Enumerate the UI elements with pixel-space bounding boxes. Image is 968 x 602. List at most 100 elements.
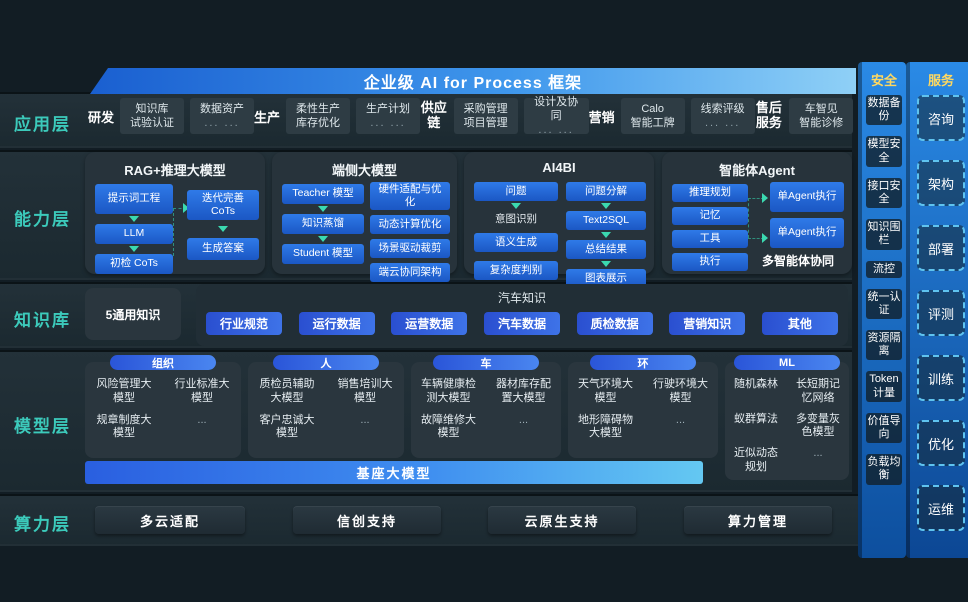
model-group-pill: 车 bbox=[433, 355, 539, 370]
knowledge-domain-panel: 汽车知识 行业规范 运行数据 运营数据 汽车数据 质检数据 营销知识 其他 bbox=[196, 284, 848, 346]
security-column: 安全 数据备份 模型安全 接口安全 知识围栏 流控 统一认证 资源隔离 Toke… bbox=[858, 62, 906, 558]
model-item: 质检员辅助大模型 bbox=[259, 378, 315, 404]
app-group-marketing: 营销 Calo 智能工牌 线索评级 ... ... bbox=[589, 98, 755, 134]
ai4bi-decompose: 问题分解 bbox=[566, 182, 646, 201]
knowledge-general-box: 5通用知识 bbox=[85, 288, 181, 340]
agent-single-exec-2: 单Agent执行 bbox=[770, 218, 844, 248]
model-item: 地形障碍物大模型 bbox=[578, 413, 633, 440]
ai4bi-semantic: 语义生成 bbox=[474, 233, 558, 252]
capability-box-edge: 端侧大模型 Teacher 模型 知识蒸馏 Student 模型 硬件适配与优化… bbox=[272, 152, 457, 282]
model-item: 规章制度大模型 bbox=[96, 413, 152, 440]
base-model-bar: 基座大模型 bbox=[85, 461, 703, 484]
connector-line bbox=[173, 208, 187, 209]
rag-step-llm: LLM bbox=[95, 224, 173, 244]
model-group-vehicle: 车 车辆健康检测大模型 器材库存配置大模型 故障维修大模型 ... bbox=[411, 355, 561, 458]
app-group-label: 供应链 bbox=[420, 100, 447, 130]
security-item: 负载均衡 bbox=[866, 454, 902, 485]
arrow-down-icon bbox=[129, 246, 139, 252]
layer-label-knowledge: 知识库 bbox=[14, 311, 71, 330]
agent-single-exec-1: 单Agent执行 bbox=[770, 182, 844, 212]
compute-multicloud: 多云适配 bbox=[95, 506, 245, 534]
layer-label-compute: 算力层 bbox=[14, 515, 71, 534]
capability-box-rag: RAG+推理大模型 提示词工程 LLM 初检 CoTs 迭代完善CoTs 生成答… bbox=[85, 152, 265, 274]
model-group-pill: 组织 bbox=[110, 355, 216, 370]
service-item: 训练 bbox=[917, 355, 965, 401]
framework-banner: 企业级 AI for Process 框架 bbox=[90, 68, 856, 94]
ai4bi-text2sql: Text2SQL bbox=[566, 211, 646, 230]
app-chip: 车智见 智能诊修 bbox=[789, 98, 854, 134]
compute-cloudnative: 云原生支持 bbox=[488, 506, 636, 534]
knowledge-chip: 运行数据 bbox=[298, 312, 375, 335]
model-item: 故障维修大模型 bbox=[421, 413, 476, 440]
model-item: 近似动态规划 bbox=[734, 447, 778, 473]
app-chip-line: 智能诊修 bbox=[799, 117, 844, 129]
connector-line bbox=[748, 198, 764, 199]
arrow-down-icon bbox=[601, 203, 611, 209]
app-group-label: 研发 bbox=[88, 109, 115, 125]
services-column: 服务 咨询 架构 部署 评测 训练 优化 运维 bbox=[906, 62, 968, 558]
knowledge-chip: 营销知识 bbox=[669, 312, 746, 335]
edge-distillation: 知识蒸馏 bbox=[282, 214, 364, 234]
capability-box-title: 智能体Agent bbox=[719, 163, 795, 178]
app-chip-line: ... ... bbox=[538, 124, 574, 137]
arrow-down-icon bbox=[601, 261, 611, 267]
app-chip-line: 项目管理 bbox=[463, 117, 508, 129]
edge-hw-optimization: 硬件适配与优化 bbox=[370, 182, 450, 210]
app-group-label: 营销 bbox=[588, 109, 615, 125]
model-item: 随机森林 bbox=[734, 378, 778, 390]
security-item: 统一认证 bbox=[866, 288, 902, 320]
app-chip: 设计及协同 ... ... bbox=[523, 95, 589, 137]
app-chip-line: 设计及协同 bbox=[534, 95, 579, 122]
agent-tools: 工具 bbox=[672, 230, 748, 248]
model-item: 行业标准大模型 bbox=[174, 378, 230, 404]
security-item: 价值导向 bbox=[866, 412, 902, 444]
app-chip: 采购管理 项目管理 bbox=[453, 98, 518, 134]
app-chip-line: 采购管理 bbox=[463, 102, 508, 115]
model-group-people: 人 质检员辅助大模型 销售培训大模型 客户忠诚大模型 ... bbox=[248, 355, 404, 458]
connector-line bbox=[748, 238, 764, 239]
app-chip: 柔性生产 库存优化 bbox=[286, 98, 351, 134]
app-chip-line: 库存优化 bbox=[296, 117, 341, 129]
app-chip-line: 线索评级 bbox=[700, 102, 745, 115]
arrow-down-icon bbox=[511, 203, 521, 209]
app-chip-line: 生产计划 bbox=[366, 102, 411, 115]
edge-scenario-pruning: 场景驱动裁剪 bbox=[370, 239, 450, 258]
security-item: 流控 bbox=[866, 260, 902, 278]
rag-step-prompt: 提示词工程 bbox=[95, 184, 173, 214]
knowledge-chip: 行业规范 bbox=[206, 312, 282, 335]
arrow-right-icon bbox=[762, 233, 768, 243]
app-chip-line: 柔性生产 bbox=[296, 102, 341, 115]
edge-cloud-collab: 端云协同架构 bbox=[370, 263, 450, 282]
arrow-down-icon bbox=[318, 236, 328, 242]
app-chip-line: ... ... bbox=[704, 117, 741, 129]
edge-teacher-model: Teacher 模型 bbox=[282, 184, 364, 204]
model-group-environment: 环 天气环境大模型 行驶环境大模型 地形障碍物大模型 ... bbox=[568, 355, 718, 458]
rag-step-answer: 生成答案 bbox=[187, 238, 259, 260]
ai4bi-summary: 总结结果 bbox=[566, 240, 646, 259]
security-item: 接口安全 bbox=[866, 177, 902, 209]
model-item: 天气环境大模型 bbox=[578, 378, 633, 404]
ai4bi-question: 问题 bbox=[474, 182, 558, 201]
arrow-down-icon bbox=[218, 226, 228, 232]
service-item: 咨询 bbox=[917, 95, 965, 141]
arrow-down-icon bbox=[601, 232, 611, 238]
model-group-organization: 组织 风险管理大模型 行业标准大模型 规章制度大模型 ... bbox=[85, 355, 241, 458]
model-group-pill: 环 bbox=[590, 355, 696, 370]
service-item: 运维 bbox=[917, 485, 965, 531]
service-item: 架构 bbox=[917, 160, 965, 206]
security-item: 资源隔离 bbox=[866, 330, 902, 361]
service-item: 评测 bbox=[917, 290, 965, 336]
compute-management: 算力管理 bbox=[684, 506, 832, 534]
app-chip: 线索评级 ... ... bbox=[690, 98, 755, 134]
agent-planning: 推理规划 bbox=[672, 184, 748, 202]
app-chip-line: Calo bbox=[641, 102, 664, 115]
arrow-down-icon bbox=[129, 216, 139, 222]
security-item: 模型安全 bbox=[866, 136, 902, 167]
model-item: ... bbox=[813, 447, 823, 459]
capability-box-title: AI4BI bbox=[542, 160, 576, 175]
edge-dynamic-compute: 动态计算优化 bbox=[370, 215, 450, 234]
ai4bi-intent: 意图识别 bbox=[495, 213, 537, 225]
app-chip-line: 试验认证 bbox=[130, 117, 175, 129]
edge-student-model: Student 模型 bbox=[282, 244, 364, 264]
security-title: 安全 bbox=[870, 73, 897, 88]
